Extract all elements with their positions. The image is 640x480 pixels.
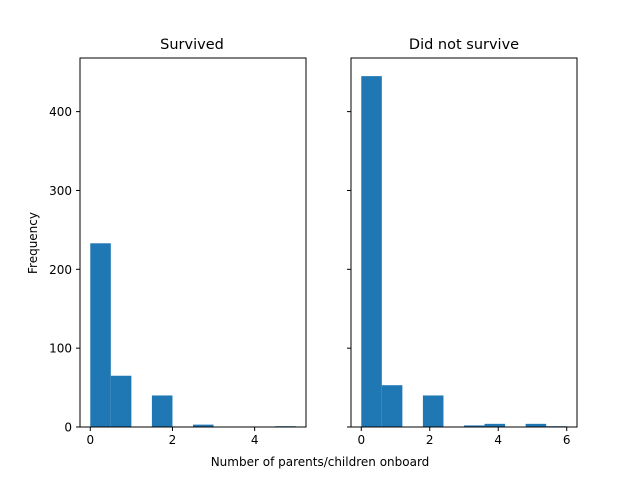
y-tick-label-100: 100	[49, 342, 72, 356]
bar-did-not-survive-1	[381, 385, 403, 427]
panel-did-not-survive: 0 2 4 6	[347, 57, 578, 447]
x-tick-label-survived-4: 4	[251, 433, 259, 447]
x-tick-label-survived-2: 2	[169, 433, 177, 447]
panel-title-survived: Survived	[160, 37, 224, 53]
x-tick-label-did-not-survive-2: 2	[426, 433, 434, 447]
bar-survived-3	[151, 395, 173, 427]
axes-frame-did-not-survive	[350, 57, 578, 428]
y-tick-label-0: 0	[64, 421, 72, 435]
y-tick-label-300: 300	[49, 184, 72, 198]
panel-survived: 0 2 4 0 100 200 300 400	[49, 57, 307, 447]
x-tick-label-did-not-survive-0: 0	[357, 433, 365, 447]
panel-title-did-not-survive: Did not survive	[409, 37, 519, 53]
axes-frame-survived	[79, 57, 307, 428]
bar-did-not-survive-8	[525, 423, 547, 427]
bar-did-not-survive-5	[464, 425, 485, 427]
bar-survived-5	[193, 424, 214, 427]
x-tick-label-did-not-survive-6: 6	[563, 433, 571, 447]
y-axis-label: Frequency	[26, 212, 40, 274]
x-tick-label-survived-0: 0	[86, 433, 94, 447]
x-axis-label: Number of parents/children onboard	[211, 455, 430, 469]
bar-survived-1	[110, 375, 132, 427]
bar-did-not-survive-3	[422, 395, 444, 427]
bar-did-not-survive-6	[484, 423, 506, 427]
bar-did-not-survive-0	[361, 76, 382, 427]
y-tick-label-200: 200	[49, 263, 72, 277]
x-tick-label-did-not-survive-4: 4	[494, 433, 502, 447]
y-tick-label-400: 400	[49, 105, 72, 119]
bar-survived-0	[90, 243, 111, 427]
